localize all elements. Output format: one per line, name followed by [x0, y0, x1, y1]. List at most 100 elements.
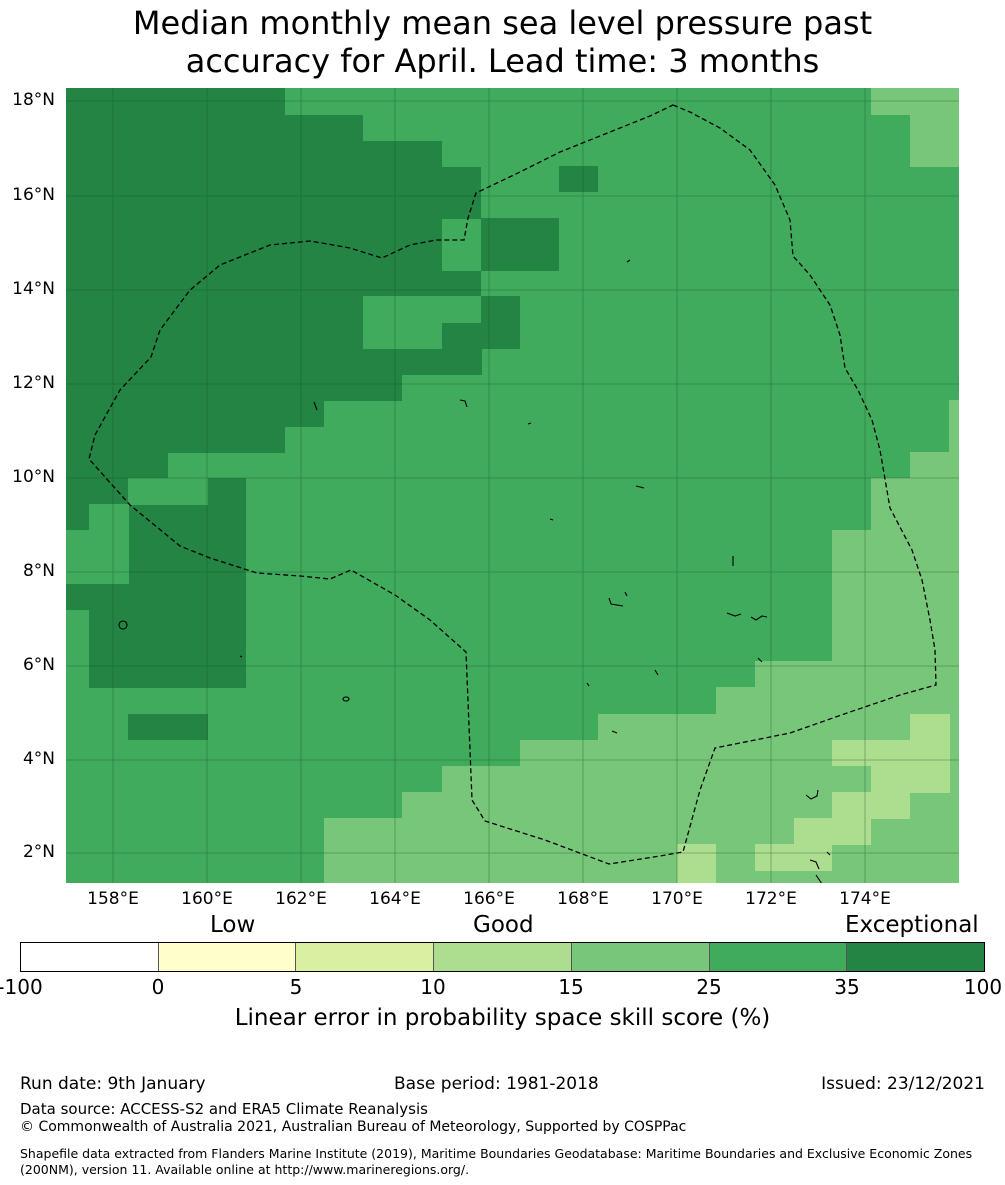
skill-cell	[910, 114, 959, 167]
skill-cell	[677, 844, 716, 883]
skill-cell	[363, 322, 442, 349]
island	[757, 657, 763, 663]
skill-cell	[66, 88, 285, 115]
colorbar	[20, 942, 985, 972]
skill-cell	[66, 348, 442, 375]
colorbar-tick: 25	[696, 975, 722, 999]
skill-cell	[66, 504, 89, 531]
lon-label-168e: 168°E	[557, 889, 609, 909]
data-source: Data source: ACCESS-S2 and ERA5 Climate …	[20, 1100, 428, 1118]
colorbar-tick: 0	[151, 975, 165, 999]
colorbar-tick: -100	[0, 975, 43, 999]
colorbar-tick: 10	[420, 975, 446, 999]
base-period: Base period: 1981-2018	[394, 1074, 599, 1094]
skill-cell	[559, 166, 598, 192]
skill-cell	[66, 244, 442, 271]
skill-cell	[66, 452, 168, 479]
skill-cell	[442, 244, 481, 271]
lat-label-16n: 16°N	[12, 185, 55, 205]
graticule	[66, 88, 959, 883]
skill-cell	[832, 792, 910, 819]
skill-cell	[755, 844, 832, 871]
skill-cell	[66, 270, 481, 297]
skill-cell	[128, 478, 208, 505]
shapefile-credit: Shapefile data extracted from Flanders M…	[20, 1146, 973, 1177]
skill-cell	[832, 740, 950, 766]
islands	[118, 259, 831, 883]
colorbar-segment	[434, 943, 572, 971]
skill-cell	[442, 140, 481, 167]
issued-date: Issued: 23/12/2021	[821, 1074, 985, 1094]
island	[624, 591, 628, 597]
island	[608, 597, 624, 607]
island	[826, 851, 831, 856]
colorbar-label: Linear error in probability space skill …	[234, 1005, 771, 1031]
island	[586, 682, 590, 687]
skill-cell	[363, 296, 481, 323]
island	[527, 422, 532, 425]
skill-map-svg	[66, 88, 959, 883]
chart-title: Median monthly mean sea level pressure p…	[0, 4, 1005, 80]
island	[118, 620, 128, 630]
eez-boundary	[88, 104, 937, 865]
lat-label-10n: 10°N	[12, 467, 55, 487]
skill-map[interactable]	[66, 88, 959, 883]
skill-cell	[66, 296, 363, 349]
lon-label-166e: 166°E	[463, 889, 515, 909]
lat-label-6n: 6°N	[22, 655, 55, 675]
lon-label-174e: 174°E	[839, 889, 891, 909]
skill-cell	[128, 504, 208, 688]
skill-cell	[66, 114, 363, 141]
colorbar-tick: 100	[963, 975, 1003, 999]
skill-cell	[66, 530, 129, 584]
skill-cell	[481, 296, 520, 349]
skill-cell	[871, 766, 950, 793]
skill-cell	[871, 88, 959, 115]
island	[626, 259, 631, 263]
skill-cell	[128, 714, 208, 740]
skill-cell	[949, 400, 959, 453]
skill-cell	[66, 583, 129, 610]
lon-label-160e: 160°E	[181, 889, 233, 909]
colorbar-segment	[847, 943, 985, 971]
island	[815, 874, 822, 883]
island	[342, 696, 350, 702]
island	[611, 730, 618, 734]
island	[809, 859, 820, 870]
lat-label-14n: 14°N	[12, 279, 55, 299]
skill-cell	[66, 426, 285, 453]
run-date: Run date: 9th January	[20, 1074, 206, 1094]
island	[635, 485, 645, 489]
skill-cell	[910, 452, 959, 479]
colorbar-segment	[709, 943, 848, 971]
island	[239, 655, 243, 658]
lat-label-8n: 8°N	[22, 561, 55, 581]
island	[549, 518, 554, 521]
island	[654, 669, 659, 676]
lon-label-170e: 170°E	[651, 889, 703, 909]
skill-cell	[66, 374, 402, 401]
colorbar-tick: 15	[558, 975, 584, 999]
colorbar-category-good: Good	[473, 912, 534, 938]
colorbar-tick: 5	[289, 975, 303, 999]
lon-label-162e: 162°E	[275, 889, 327, 909]
skill-cell	[794, 818, 871, 845]
island	[459, 399, 468, 408]
skill-cell	[832, 530, 959, 662]
skill-cell	[910, 714, 950, 740]
colorbar-segment	[296, 943, 435, 971]
skill-cell	[66, 166, 481, 219]
island	[750, 615, 768, 621]
skill-cell	[66, 400, 324, 427]
skill-cell	[363, 114, 442, 141]
copyright: © Commonwealth of Australia 2021, Austra…	[20, 1119, 687, 1135]
skill-cell	[442, 322, 482, 375]
skill-cell	[598, 714, 959, 740]
skill-cells	[66, 88, 959, 883]
title-line-1: Median monthly mean sea level pressure p…	[132, 4, 873, 42]
colorbar-tick: 35	[834, 975, 860, 999]
lon-label-172e: 172°E	[745, 889, 797, 909]
skill-cell	[285, 88, 363, 115]
skill-cell	[66, 218, 442, 245]
lon-label-164e: 164°E	[369, 889, 421, 909]
